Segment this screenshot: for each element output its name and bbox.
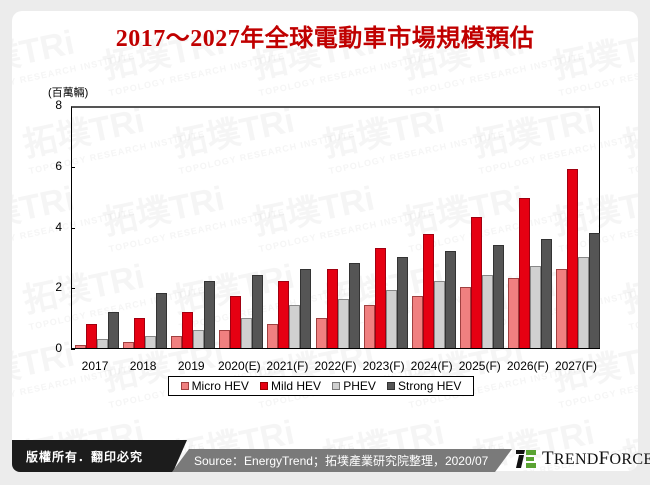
bar-phev — [385, 290, 397, 348]
x-tick-label: 2019 — [177, 359, 205, 373]
y-tick-label: 2 — [55, 280, 62, 295]
y-tick-label: 0 — [55, 341, 62, 355]
y-axis-unit-label: (百萬輛) — [48, 87, 89, 99]
bar-micro-hev — [123, 341, 135, 348]
bar-micro-hev — [411, 296, 423, 348]
bar-micro-hev — [171, 335, 183, 348]
chart-legend: Micro HEV Mild HEV PHEV Strong HEV — [168, 376, 474, 396]
y-tick-label: 6 — [55, 158, 62, 173]
bar-mild-hev — [326, 269, 338, 348]
y-tick-mark — [71, 349, 75, 350]
bar-strong-hev — [252, 275, 264, 348]
legend-label: PHEV — [343, 379, 376, 393]
legend-item-mild-hev: Mild HEV — [260, 379, 321, 393]
bar-phev — [241, 317, 253, 348]
x-tick-label: 2018 — [129, 359, 157, 373]
bar-strong-hev — [396, 256, 408, 348]
bar-strong-hev — [588, 232, 600, 348]
x-tick-label: 2017 — [81, 359, 109, 373]
legend-swatch-strong-hev — [387, 382, 396, 390]
legend-item-phev: PHEV — [332, 379, 376, 393]
bar-mild-hev — [518, 197, 530, 348]
bar-phev — [529, 266, 541, 348]
bar-mild-hev — [230, 296, 242, 348]
legend-swatch-micro-hev — [180, 382, 189, 390]
bar-phev — [145, 335, 157, 348]
bar-strong-hev — [444, 250, 456, 348]
chart-title: 2017～2027年全球電動車市場規模預估 — [115, 26, 535, 52]
bar-mild-hev — [566, 168, 578, 348]
legend-swatch-mild-hev — [260, 382, 269, 390]
bar-mild-hev — [422, 234, 434, 348]
bar-strong-hev — [492, 244, 504, 348]
bar-micro-hev — [459, 287, 471, 348]
legend-swatch-phev — [332, 382, 341, 390]
bar-micro-hev — [315, 317, 327, 348]
bar-mild-hev — [470, 217, 482, 348]
trendforce-logo: TRENDFORCE — [516, 446, 650, 472]
bar-micro-hev — [267, 323, 279, 348]
x-tick-label: 2024(F) — [410, 359, 453, 373]
y-tick-mark — [71, 227, 75, 229]
bar-micro-hev — [363, 305, 375, 348]
bar-mild-hev — [134, 317, 146, 348]
y-tick-label: 4 — [55, 219, 62, 234]
bar-strong-hev — [348, 262, 360, 348]
source-note: Source：EnergyTrend；拓墣產業研究院整理，2020/07 — [172, 449, 512, 472]
bar-mild-hev — [278, 281, 290, 348]
y-tick-mark — [71, 288, 75, 290]
legend-item-micro-hev: Micro HEV — [180, 379, 249, 393]
bar-micro-hev — [75, 344, 87, 348]
x-tick-label: 2020(E) — [217, 359, 261, 373]
x-tick-label: 2026(F) — [506, 359, 549, 373]
bar-mild-hev — [86, 323, 98, 348]
bar-phev — [433, 281, 445, 348]
x-tick-label: 2021(F) — [266, 359, 309, 373]
plot-area — [71, 106, 600, 349]
trendforce-wordmark: TRENDFORCE — [542, 448, 650, 469]
bar-phev — [481, 275, 493, 348]
bar-mild-hev — [182, 311, 194, 348]
bar-micro-hev — [507, 278, 519, 348]
bar-phev — [289, 305, 301, 348]
bar-strong-hev — [540, 238, 552, 348]
y-tick-label: 8 — [55, 98, 62, 112]
x-tick-label: 2025(F) — [458, 359, 501, 373]
bar-phev — [97, 338, 109, 348]
legend-label: Micro HEV — [191, 379, 249, 393]
bar-phev — [337, 299, 349, 348]
bar-phev — [193, 329, 205, 348]
bar-mild-hev — [374, 247, 386, 348]
copyright-notice: 版權所有．翻印必究 — [12, 440, 187, 472]
bar-phev — [577, 256, 589, 348]
x-tick-label: 2027(F) — [554, 359, 597, 373]
legend-label: Strong HEV — [398, 379, 462, 393]
bar-strong-hev — [300, 269, 312, 348]
bar-strong-hev — [108, 311, 120, 348]
x-tick-label: 2023(F) — [362, 359, 405, 373]
trendforce-logo-icon — [516, 450, 536, 468]
y-tick-mark — [71, 166, 75, 168]
x-tick-label: 2022(F) — [314, 359, 357, 373]
footer-bar: 版權所有．翻印必究 Source：EnergyTrend；拓墣產業研究院整理，2… — [12, 440, 650, 472]
bar-strong-hev — [156, 293, 168, 348]
legend-label: Mild HEV — [271, 379, 322, 393]
bar-strong-hev — [204, 281, 216, 348]
legend-item-strong-hev: Strong HEV — [387, 379, 461, 393]
bar-micro-hev — [555, 269, 567, 348]
bar-micro-hev — [219, 329, 231, 348]
